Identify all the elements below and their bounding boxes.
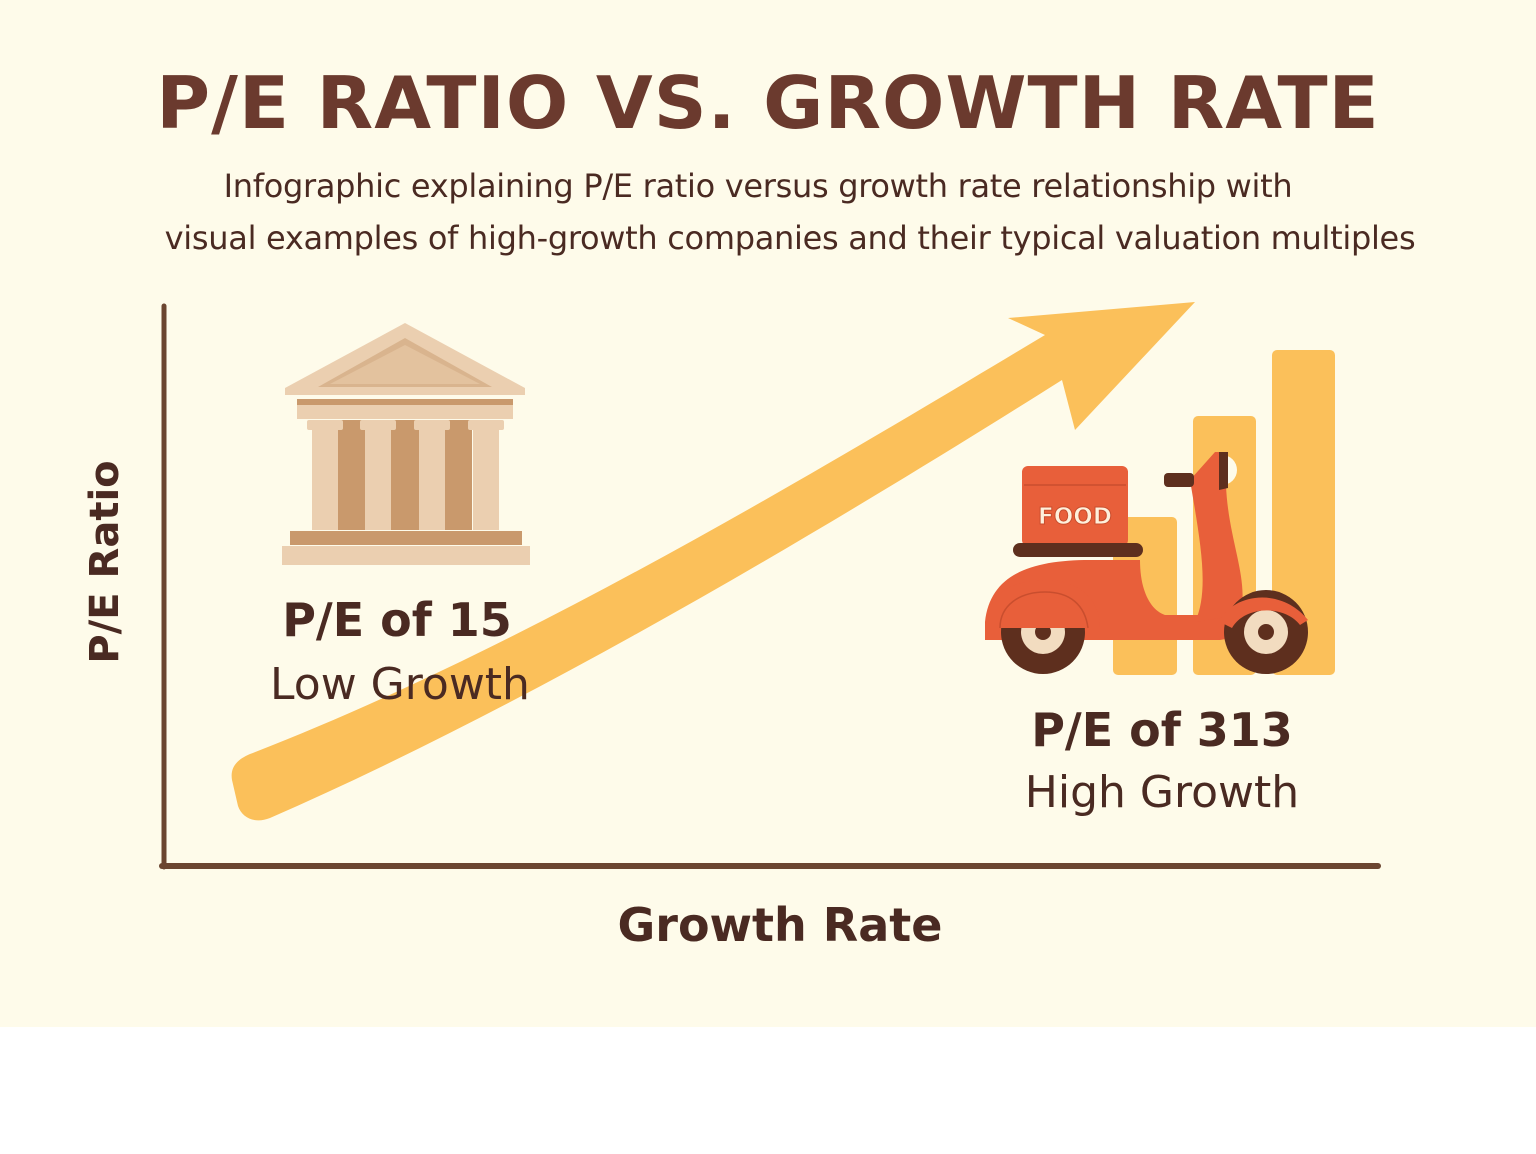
chart-graphic: FOOD xyxy=(159,302,1381,870)
x-axis-label: Growth Rate xyxy=(617,898,943,952)
subtitle-line-2: visual examples of high-growth companies… xyxy=(164,219,1416,257)
subtitle-line-1: Infographic explaining P/E ratio versus … xyxy=(223,167,1293,205)
low-growth-pe-label: P/E of 15 xyxy=(282,593,512,647)
bottom-whitespace xyxy=(0,1027,1536,1154)
bank-temple-icon xyxy=(282,323,530,565)
high-growth-pe-label: P/E of 313 xyxy=(1031,703,1293,757)
trend-arrow-icon xyxy=(231,302,1195,821)
high-growth-label: High Growth xyxy=(1024,767,1300,818)
page-title: P/E RATIO VS. GROWTH RATE xyxy=(156,61,1380,145)
low-growth-label: Low Growth xyxy=(270,659,530,710)
y-axis-label: P/E Ratio xyxy=(82,460,128,664)
axes xyxy=(159,303,1381,870)
bar-3 xyxy=(1272,350,1335,675)
food-delivery-scooter-icon: FOOD xyxy=(985,452,1308,674)
infographic-canvas: P/E RATIO VS. GROWTH RATE Infographic ex… xyxy=(0,0,1536,1027)
food-box-label: FOOD xyxy=(1038,504,1112,530)
